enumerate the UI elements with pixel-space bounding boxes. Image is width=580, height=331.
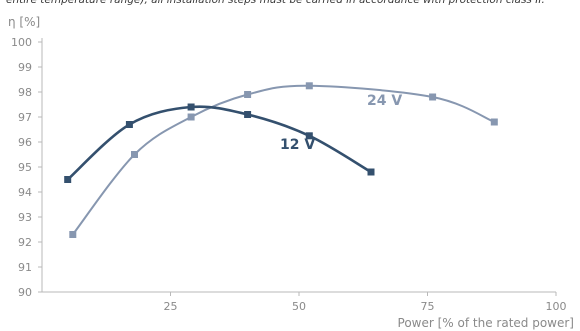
y-axis-title: η [%] xyxy=(8,15,40,29)
data-point-24v xyxy=(306,82,313,89)
y-tick-label: 99 xyxy=(18,61,32,74)
y-tick-label: 92 xyxy=(18,236,32,249)
x-tick-label: 100 xyxy=(546,300,567,313)
series-24v: 24 V xyxy=(69,82,498,238)
data-point-12v xyxy=(244,111,251,118)
data-point-24v xyxy=(244,91,251,98)
y-tick-label: 91 xyxy=(18,261,32,274)
data-point-12v xyxy=(368,169,375,176)
chart-axes xyxy=(42,38,556,292)
y-tick-label: 95 xyxy=(18,161,32,174)
series-label-12v: 12 V xyxy=(280,137,315,153)
data-point-24v xyxy=(69,231,76,238)
data-point-24v xyxy=(429,94,436,101)
x-axis-title: Power [% of the rated power] xyxy=(398,316,574,330)
y-axis-ticks: 90 91 92 93 94 95 96 97 98 99 100 xyxy=(11,36,42,299)
y-tick-label: 90 xyxy=(18,286,32,299)
x-tick-label: 50 xyxy=(292,300,306,313)
y-tick-label: 100 xyxy=(11,36,32,49)
series-line-12v xyxy=(68,107,371,180)
data-point-12v xyxy=(188,104,195,111)
y-tick-label: 96 xyxy=(18,136,32,149)
data-point-12v xyxy=(64,176,71,183)
data-point-24v xyxy=(188,114,195,121)
series-layer: 24 V 12 V xyxy=(64,82,498,238)
x-tick-label: 25 xyxy=(164,300,178,313)
series-line-24v xyxy=(73,86,495,235)
y-tick-label: 93 xyxy=(18,211,32,224)
y-tick-label: 94 xyxy=(18,186,32,199)
data-point-24v xyxy=(131,151,138,158)
y-tick-label: 98 xyxy=(18,86,32,99)
x-tick-label: 75 xyxy=(421,300,435,313)
series-label-24v: 24 V xyxy=(367,93,402,109)
series-12v: 12 V xyxy=(64,104,374,184)
data-point-12v xyxy=(126,121,133,128)
x-axis-ticks: 25 50 75 100 xyxy=(164,292,567,313)
data-point-24v xyxy=(491,119,498,126)
y-tick-label: 97 xyxy=(18,111,32,124)
